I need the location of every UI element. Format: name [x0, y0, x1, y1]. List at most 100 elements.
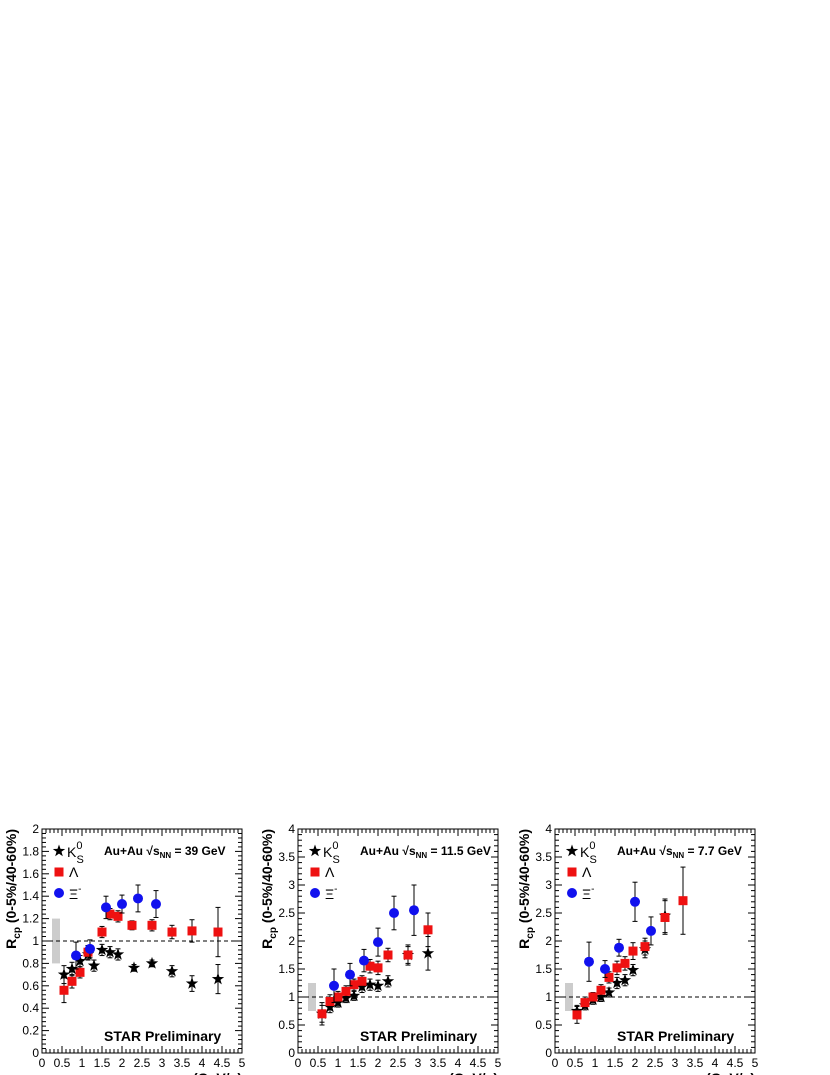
data-point-star — [95, 943, 109, 956]
data-point-square — [147, 920, 157, 930]
data-point-star — [610, 976, 624, 989]
x-tick-label: 4.5 — [727, 1056, 744, 1070]
data-point-circle — [117, 899, 127, 910]
x-tick-label: 0 — [39, 1056, 46, 1070]
legend-marker-square — [310, 867, 320, 877]
collision-info: Au+Au √sNN = 39 GeV — [104, 844, 226, 860]
y-tick-label: 2.5 — [278, 906, 295, 920]
data-point-square — [357, 976, 367, 986]
data-point-circle — [329, 980, 339, 991]
x-tick-label: 3 — [672, 1056, 679, 1070]
series-square — [317, 912, 433, 1026]
y-tick-label: 1 — [545, 990, 552, 1004]
x-tick-label: 2.5 — [647, 1056, 664, 1070]
data-point-circle — [85, 943, 95, 954]
x-tick-label: 1 — [79, 1056, 86, 1070]
x-tick-label: 4 — [712, 1056, 719, 1070]
y-tick-label: 0.6 — [22, 979, 39, 993]
collision-info: Au+Au √sNN = 11.5 GeV — [360, 844, 491, 860]
y-tick-label: 1 — [32, 934, 39, 948]
legend: K0 SΛ Ξ- — [308, 840, 340, 902]
x-tick-label: 2.5 — [134, 1056, 151, 1070]
data-point-square — [325, 996, 335, 1006]
plot-frame — [554, 828, 756, 1054]
data-point-square — [403, 950, 413, 960]
x-axis-label: pT (GeV/c) — [430, 1070, 498, 1075]
y-tick-label: 0.2 — [22, 1024, 39, 1038]
y-tick-label: 0 — [32, 1046, 39, 1060]
data-point-square — [317, 1009, 327, 1019]
legend-label-lambda: Λ — [325, 864, 335, 880]
data-point-circle — [614, 942, 624, 953]
y-tick-label: 2.5 — [535, 906, 552, 920]
legend-label-xi: Ξ- — [325, 884, 337, 902]
x-tick-label: 5 — [752, 1056, 759, 1070]
y-tick-label: 0.5 — [278, 1018, 295, 1032]
y-tick-label: 1.5 — [278, 962, 295, 976]
y-tick-label: 3 — [288, 878, 295, 892]
x-tick-label: 4 — [455, 1056, 462, 1070]
y-tick-label: 1.4 — [22, 889, 39, 903]
data-point-square — [620, 958, 630, 968]
legend-marker-circle — [567, 888, 577, 898]
data-point-star — [421, 946, 435, 959]
y-tick-label: 0 — [288, 1046, 295, 1060]
data-point-star — [381, 974, 395, 987]
data-point-circle — [600, 964, 610, 974]
data-point-star — [618, 973, 632, 986]
data-point-square — [105, 909, 115, 919]
data-point-square — [75, 967, 85, 977]
data-point-square — [349, 980, 359, 990]
data-point-square — [588, 992, 598, 1002]
x-tick-label: 0 — [295, 1056, 302, 1070]
x-tick-label: 1.5 — [350, 1056, 367, 1070]
data-point-square — [604, 972, 614, 982]
data-point-square — [660, 912, 670, 922]
y-tick-label: 1.8 — [22, 844, 39, 858]
data-point-square — [640, 942, 650, 952]
y-tick-label: 4 — [545, 822, 552, 836]
legend: K0 SΛ Ξ- — [565, 840, 597, 902]
legend-label-lambda: Λ — [69, 864, 79, 880]
data-point-star — [127, 961, 141, 974]
data-point-star — [145, 956, 159, 969]
data-point-circle — [373, 937, 383, 948]
y-tick-label: 0.4 — [22, 1001, 39, 1015]
y-tick-label: 0.5 — [535, 1018, 552, 1032]
x-axis-label: pT (GeV/c) — [174, 1070, 242, 1075]
data-point-square — [333, 992, 343, 1002]
data-point-star — [371, 979, 385, 992]
legend-marker-square — [567, 867, 577, 877]
x-tick-label: 0 — [552, 1056, 559, 1070]
data-point-star — [626, 963, 640, 976]
legend-marker-star — [565, 844, 579, 857]
y-tick-label: 1.2 — [22, 912, 39, 926]
legend-label-k0s: K0 S — [323, 840, 340, 866]
y-tick-label: 3 — [545, 878, 552, 892]
y-axis-label: Rcp (0-5%/40-60%) — [3, 829, 23, 949]
x-tick-label: 2 — [632, 1056, 639, 1070]
series-circle — [71, 884, 161, 970]
x-tick-label: 0.5 — [310, 1056, 327, 1070]
x-tick-label: 3 — [159, 1056, 166, 1070]
x-tick-label: 3 — [415, 1056, 422, 1070]
data-point-circle — [151, 899, 161, 910]
data-point-star — [57, 968, 71, 980]
data-point-star — [87, 959, 101, 971]
data-point-square — [341, 986, 351, 996]
data-point-square — [365, 961, 375, 971]
data-point-square — [373, 963, 383, 973]
data-point-square — [572, 1010, 582, 1020]
y-axis-label: Rcp (0-5%/40-60%) — [259, 829, 279, 949]
data-point-star — [211, 972, 225, 985]
legend-label-xi: Ξ- — [69, 884, 81, 902]
preliminary-label: STAR Preliminary — [104, 1028, 221, 1044]
y-tick-label: 3.5 — [535, 850, 552, 864]
series-star — [57, 943, 225, 995]
legend-label-k0s: K0 S — [580, 840, 597, 866]
y-tick-label: 4 — [288, 822, 295, 836]
data-point-circle — [101, 902, 111, 913]
data-point-square — [59, 985, 69, 995]
data-point-square — [113, 911, 123, 921]
